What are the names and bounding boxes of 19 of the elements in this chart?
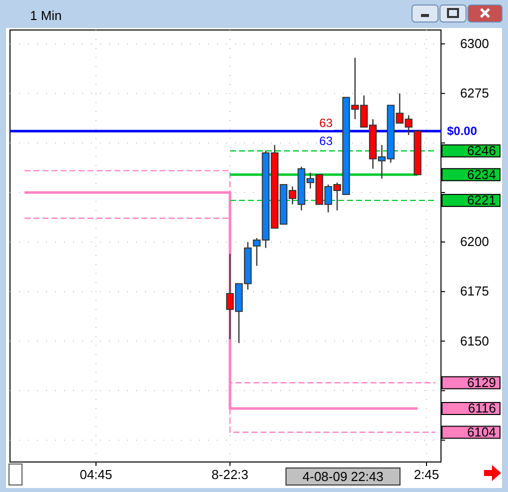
y2-tick-label: 6221 [467, 192, 496, 208]
y2-tick-label: 6234 [467, 166, 496, 182]
annotation: 63 [319, 134, 333, 148]
y2-tick-label: 6104 [467, 424, 496, 440]
y-tick-label: 6175 [460, 284, 489, 299]
x-tick-label: 04:45 [80, 467, 112, 482]
y-tick-label: 6200 [460, 234, 489, 250]
text: 4-08-09 22:43 [302, 469, 384, 484]
y2-tick-label: 6129 [467, 374, 496, 390]
y-tick-label: 6300 [460, 36, 489, 52]
y2-tick-label: 6246 [467, 143, 496, 158]
y-tick-label: 6275 [460, 86, 489, 101]
text: $0.00 [447, 124, 478, 138]
y2-tick-label: 6116 [468, 400, 496, 416]
y-tick-label: 6150 [460, 333, 489, 348]
x-tick-label: 8-22:3 [212, 467, 248, 482]
x-tick-label: 2:45 [414, 467, 440, 482]
annotation: 63 [319, 116, 333, 130]
chart-title: 1 Min [30, 8, 62, 23]
